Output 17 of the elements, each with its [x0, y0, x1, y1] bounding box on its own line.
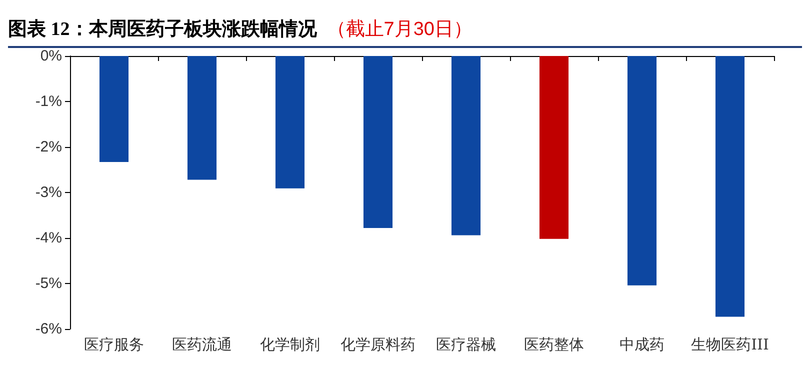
x-tick-label: 医疗服务 — [84, 336, 144, 354]
y-tick-label: 0% — [40, 48, 62, 64]
y-tick-label: -4% — [35, 230, 62, 246]
x-tick-label: 化学制剂 — [260, 336, 320, 354]
x-tick-label: 化学原料药 — [340, 336, 416, 354]
x-tick-label: 中成药 — [620, 336, 664, 354]
y-tick-label: -1% — [35, 93, 62, 110]
y-tick-label: -6% — [35, 320, 62, 338]
x-tick-label: 医疗器械 — [436, 336, 496, 354]
y-tick-label: -5% — [35, 275, 62, 292]
x-tick-label: 医药流通 — [172, 336, 232, 354]
y-tick-label: -3% — [35, 184, 62, 201]
chart-subtitle: （截止7月30日） — [326, 18, 472, 42]
x-tick-label: 医药整体 — [524, 336, 584, 354]
y-tick-label: -2% — [35, 138, 62, 156]
chart-title: 图表 12：本周医药子板块涨跌幅情况 — [8, 18, 317, 42]
x-tick-label: 生物医药III — [691, 336, 769, 354]
